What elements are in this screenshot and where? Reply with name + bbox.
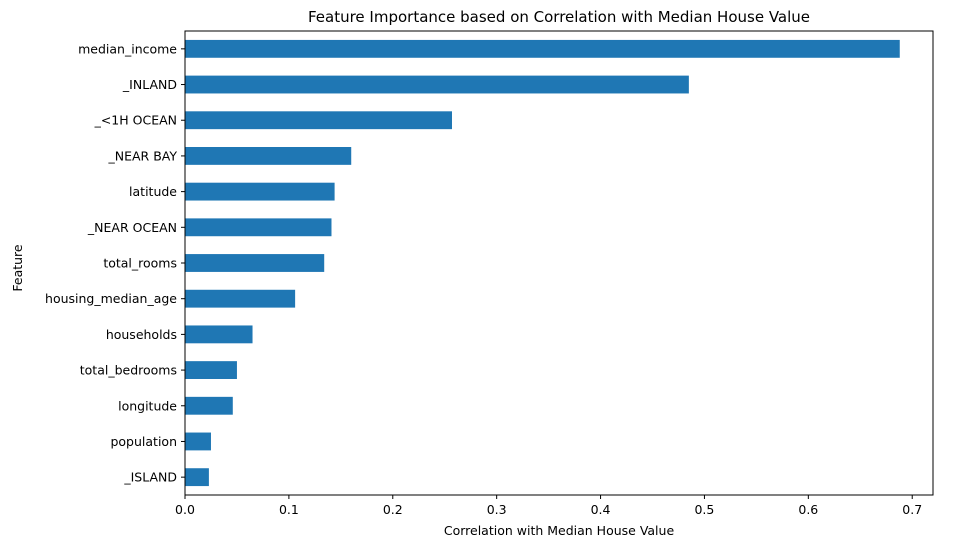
bar-longitude xyxy=(185,396,233,415)
bars-group xyxy=(185,39,900,487)
bar-median-income xyxy=(185,39,900,58)
bar-1h-ocean xyxy=(185,111,452,130)
bar-island xyxy=(185,468,209,487)
y-axis-ticks: median_income _INLAND _<1H OCEAN _NEAR BAY l… xyxy=(45,41,185,485)
y-tick-label: housing_median_age xyxy=(45,291,177,306)
y-tick-label: total_bedrooms xyxy=(80,363,177,378)
x-axis-ticks: 0.0 0.1 0.2 0.3 0.4 0.5 0.6 0.7 xyxy=(175,495,922,517)
bar-inland xyxy=(185,75,689,94)
chart-title: Feature Importance based on Correlation … xyxy=(308,8,810,26)
bar-total-bedrooms xyxy=(185,361,237,379)
y-tick-label: population xyxy=(110,434,177,449)
x-tick-label: 0.1 xyxy=(279,502,299,517)
x-tick-label: 0.4 xyxy=(591,502,611,517)
x-tick-label: 0.0 xyxy=(175,502,195,517)
y-tick-label: latitude xyxy=(129,184,177,199)
y-tick-label: total_rooms xyxy=(103,256,177,271)
bar-latitude xyxy=(185,182,335,201)
bar-households xyxy=(185,325,253,344)
y-tick-label: longitude xyxy=(118,398,177,413)
bar-near-ocean xyxy=(185,218,332,237)
bar-population xyxy=(185,432,211,451)
y-tick-label: _NEAR OCEAN xyxy=(87,220,177,235)
y-axis-label: Feature xyxy=(10,244,25,292)
y-tick-label: households xyxy=(106,327,177,342)
x-tick-label: 0.7 xyxy=(902,502,922,517)
y-tick-label: _ISLAND xyxy=(123,470,177,485)
bar-housing-median-age xyxy=(185,289,296,308)
x-tick-label: 0.3 xyxy=(487,502,507,517)
y-tick-label: _<1H OCEAN xyxy=(94,113,177,128)
x-axis-label: Correlation with Median House Value xyxy=(444,523,675,538)
y-tick-label: _INLAND xyxy=(122,77,177,92)
x-tick-label: 0.6 xyxy=(798,502,818,517)
y-tick-label: _NEAR BAY xyxy=(108,148,178,163)
bar-total-rooms xyxy=(185,254,325,272)
x-tick-label: 0.5 xyxy=(694,502,714,517)
x-tick-label: 0.2 xyxy=(383,502,403,517)
y-tick-label: median_income xyxy=(78,41,177,56)
bar-near-bay xyxy=(185,147,352,165)
